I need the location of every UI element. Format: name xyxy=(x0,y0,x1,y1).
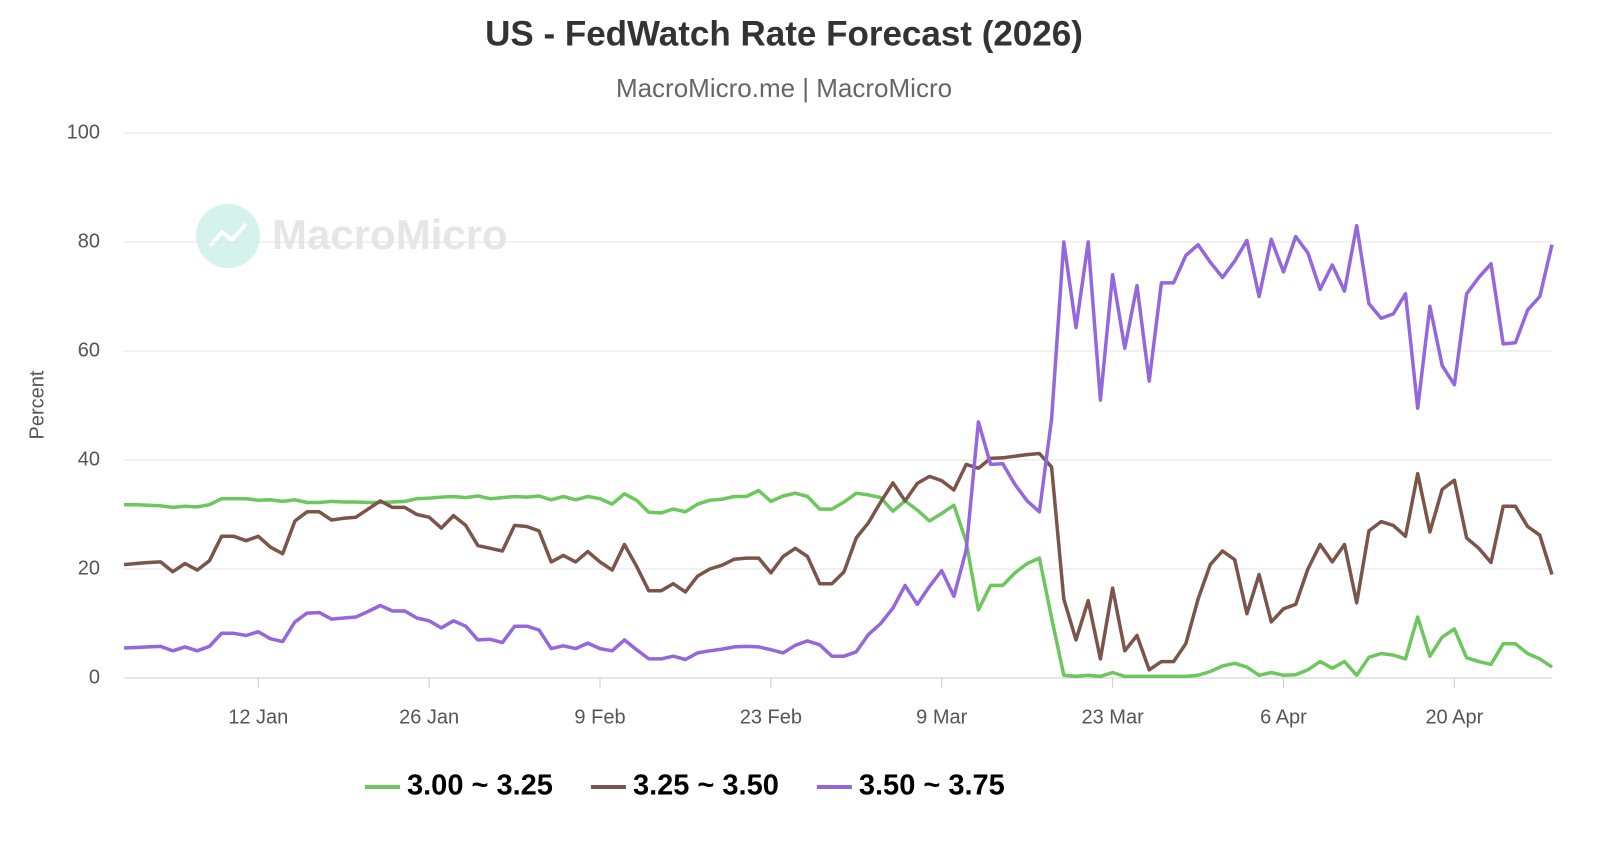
x-tick-label: 6 Apr xyxy=(1260,706,1307,728)
x-tick-label: 9 Mar xyxy=(916,706,967,728)
legend-label: 3.25 ~ 3.50 xyxy=(633,770,779,802)
chart-subtitle: MacroMicro.me | MacroMicro xyxy=(616,73,952,103)
y-tick-label: 20 xyxy=(78,557,100,579)
legend-label: 3.50 ~ 3.75 xyxy=(859,770,1005,802)
y-tick-label: 60 xyxy=(78,339,100,361)
y-tick-label: 40 xyxy=(78,448,100,470)
series-line xyxy=(123,451,1554,672)
y-tick-label: 0 xyxy=(89,666,100,688)
series-line xyxy=(123,223,1554,662)
legend-label: 3.00 ~ 3.25 xyxy=(407,770,553,802)
x-tick-label: 26 Jan xyxy=(399,706,459,728)
y-axis-label: Percent xyxy=(26,370,48,439)
x-tick-label: 9 Feb xyxy=(574,706,625,728)
x-tick-label: 20 Apr xyxy=(1425,706,1483,728)
chart-title: US - FedWatch Rate Forecast (2026) xyxy=(485,14,1083,53)
watermark-icon xyxy=(208,222,248,248)
x-tick-label: 23 Feb xyxy=(740,706,802,728)
x-tick-label: 23 Mar xyxy=(1081,706,1144,728)
watermark: MacroMicro xyxy=(272,211,508,258)
x-tick-label: 12 Jan xyxy=(228,706,288,728)
y-tick-label: 80 xyxy=(78,230,100,252)
series-line xyxy=(124,488,1553,679)
y-tick-label: 100 xyxy=(67,121,100,143)
